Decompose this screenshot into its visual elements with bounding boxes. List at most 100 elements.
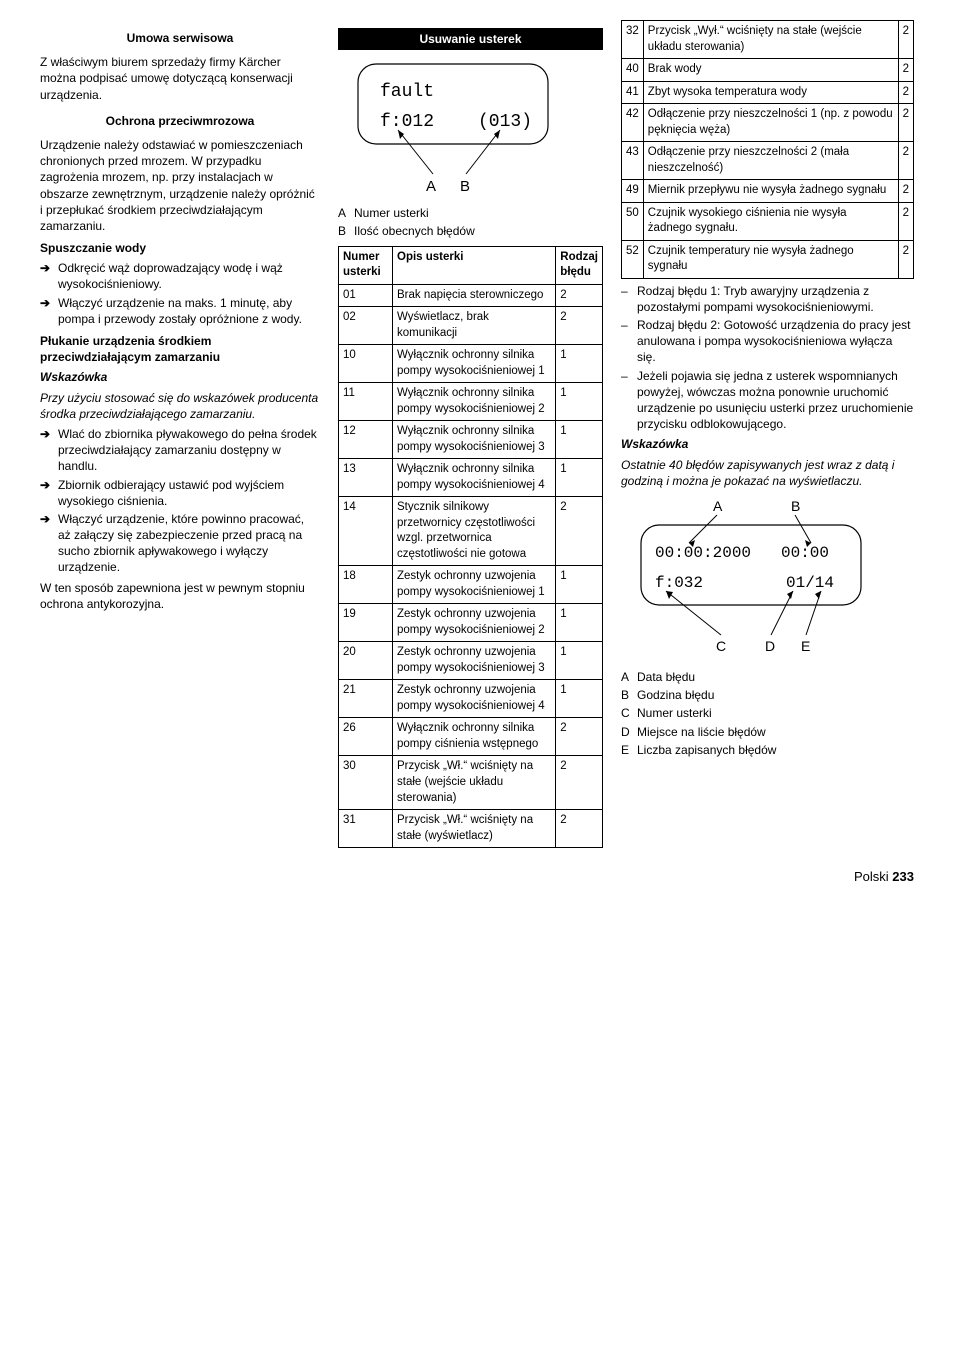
hint-text: Ostatnie 40 błędów zapisywanych jest wra… [621, 457, 914, 489]
svg-label: D [765, 638, 775, 654]
heading-troubleshooting: Usuwanie usterek [338, 28, 603, 50]
legend-row: AData błędu [621, 669, 914, 685]
legend-row: ANumer usterki [338, 205, 603, 221]
th-desc: Opis usterki [393, 246, 556, 284]
column-3: 32Przycisk „Wył.“ wciśnięty na stałe (we… [621, 20, 914, 848]
cell-type: 2 [898, 104, 913, 142]
cell-type: 2 [898, 142, 913, 180]
cell-type: 1 [556, 642, 603, 680]
cell-desc: Czujnik temperatury nie wysyła żadnego s… [643, 240, 898, 278]
subheading-drain: Spuszczanie wody [40, 240, 320, 256]
svg-label-b: B [460, 178, 470, 195]
cell-type: 1 [556, 345, 603, 383]
cell-type: 2 [898, 59, 913, 82]
display-diagram-2: 00:00:2000 00:00 f:032 01/14 A B C D E [621, 495, 914, 665]
cell-type: 2 [898, 202, 913, 240]
subheading-flush-1: Płukanie urządzenia środkiem [40, 333, 320, 349]
cell-desc: Zestyk ochronny uzwojenia pompy wysokoci… [393, 680, 556, 718]
cell-num: 50 [622, 202, 644, 240]
table-row: 13Wyłącznik ochronny silnika pompy wysok… [339, 459, 603, 497]
heading-service-agreement: Umowa serwisowa [40, 28, 320, 48]
cell-desc: Zbyt wysoka temperatura wody [643, 81, 898, 104]
column-1: Umowa serwisowa Z właściwym biurem sprze… [40, 20, 320, 848]
list-item: Włączyć urządzenie, które powinno pracow… [40, 511, 320, 576]
subheading-flush-2: przeciwdziałającym zamarzaniu [40, 349, 320, 365]
cell-num: 30 [339, 756, 393, 810]
arrow-list: Wlać do zbiornika pływakowego do pełna ś… [40, 426, 320, 576]
svg-label-a: A [426, 178, 436, 195]
table-row: 52Czujnik temperatury nie wysyła żadnego… [622, 240, 914, 278]
table-row: 26Wyłącznik ochronny silnika pompy ciśni… [339, 718, 603, 756]
cell-type: 1 [556, 680, 603, 718]
legend-row: ELiczba zapisanych błędów [621, 742, 914, 758]
table-row: 14Stycznik silnikowy przetwornicy często… [339, 497, 603, 566]
column-2: Usuwanie usterek fault f:012 (013) A B A… [338, 20, 603, 848]
table-row: 50Czujnik wysokiego ciśnienia nie wysyła… [622, 202, 914, 240]
cell-type: 2 [556, 718, 603, 756]
legend-text: Liczba zapisanych błędów [637, 743, 776, 757]
cell-type: 2 [556, 810, 603, 848]
svg-text: 00:00 [781, 544, 829, 562]
list-item: Odkręcić wąż doprowadzający wodę i wąż w… [40, 260, 320, 292]
table-row: 40Brak wody2 [622, 59, 914, 82]
table-row: 19Zestyk ochronny uzwojenia pompy wysoko… [339, 604, 603, 642]
svg-label: C [716, 638, 726, 654]
table-row: 01Brak napięcia sterowniczego2 [339, 284, 603, 307]
fault-table-2: 32Przycisk „Wył.“ wciśnięty na stałe (we… [621, 20, 914, 279]
display-diagram-1: fault f:012 (013) A B [338, 56, 603, 201]
cell-num: 31 [339, 810, 393, 848]
page-columns: Umowa serwisowa Z właściwym biurem sprze… [40, 20, 914, 848]
arrow-list: Odkręcić wąż doprowadzający wodę i wąż w… [40, 260, 320, 327]
legend-text: Ilość obecnych błędów [354, 224, 475, 238]
cell-num: 42 [622, 104, 644, 142]
cell-type: 2 [556, 756, 603, 810]
list-item: Jeżeli pojawia się jedna z usterek wspom… [621, 368, 914, 433]
cell-desc: Wyłącznik ochronny silnika pompy wysokoc… [393, 421, 556, 459]
table-row: 30Przycisk „Wł.“ wciśnięty na stałe (wej… [339, 756, 603, 810]
cell-num: 14 [339, 497, 393, 566]
cell-type: 2 [898, 21, 913, 59]
legend-row: BIlość obecnych błędów [338, 223, 603, 239]
cell-num: 21 [339, 680, 393, 718]
footer-lang: Polski [854, 869, 889, 884]
cell-desc: Przycisk „Wł.“ wciśnięty na stałe (wejśc… [393, 756, 556, 810]
cell-type: 1 [556, 459, 603, 497]
cell-type: 2 [556, 284, 603, 307]
list-item: Zbiornik odbierający ustawić pod wyjście… [40, 477, 320, 509]
cell-num: 40 [622, 59, 644, 82]
table-row: 32Przycisk „Wył.“ wciśnięty na stałe (we… [622, 21, 914, 59]
list-item: Rodzaj błędu 2: Gotowość urządzenia do p… [621, 317, 914, 366]
cell-num: 10 [339, 345, 393, 383]
cell-desc: Wyłącznik ochronny silnika pompy ciśnien… [393, 718, 556, 756]
cell-type: 1 [556, 383, 603, 421]
legend-row: CNumer usterki [621, 705, 914, 721]
list-item: Wlać do zbiornika pływakowego do pełna ś… [40, 426, 320, 475]
legend-letter: B [621, 687, 637, 703]
cell-desc: Zestyk ochronny uzwojenia pompy wysokoci… [393, 566, 556, 604]
table-row: 12Wyłącznik ochronny silnika pompy wysok… [339, 421, 603, 459]
cell-desc: Zestyk ochronny uzwojenia pompy wysokoci… [393, 604, 556, 642]
page-footer: Polski 233 [40, 868, 914, 886]
table-row: 11Wyłącznik ochronny silnika pompy wysok… [339, 383, 603, 421]
list-item: Włączyć urządzenie na maks. 1 minutę, ab… [40, 295, 320, 327]
cell-type: 1 [556, 566, 603, 604]
cell-num: 52 [622, 240, 644, 278]
cell-type: 2 [898, 81, 913, 104]
table-row: 10Wyłącznik ochronny silnika pompy wysok… [339, 345, 603, 383]
cell-num: 20 [339, 642, 393, 680]
cell-type: 2 [556, 497, 603, 566]
table-row: 49Miernik przepływu nie wysyła żadnego s… [622, 180, 914, 203]
svg-label: A [713, 498, 723, 514]
cell-type: 2 [898, 180, 913, 203]
cell-desc: Odłączenie przy nieszczelności 2 (mała n… [643, 142, 898, 180]
legend-text: Numer usterki [637, 706, 712, 720]
cell-desc: Zestyk ochronny uzwojenia pompy wysokoci… [393, 642, 556, 680]
cell-num: 32 [622, 21, 644, 59]
legend-row: DMiejsce na liście błędów [621, 724, 914, 740]
table-row: 31Przycisk „Wł.“ wciśnięty na stałe (wyś… [339, 810, 603, 848]
cell-desc: Czujnik wysokiego ciśnienia nie wysyła ż… [643, 202, 898, 240]
legend-letter: E [621, 742, 637, 758]
cell-type: 1 [556, 604, 603, 642]
legend-text: Data błędu [637, 670, 695, 684]
cell-num: 19 [339, 604, 393, 642]
